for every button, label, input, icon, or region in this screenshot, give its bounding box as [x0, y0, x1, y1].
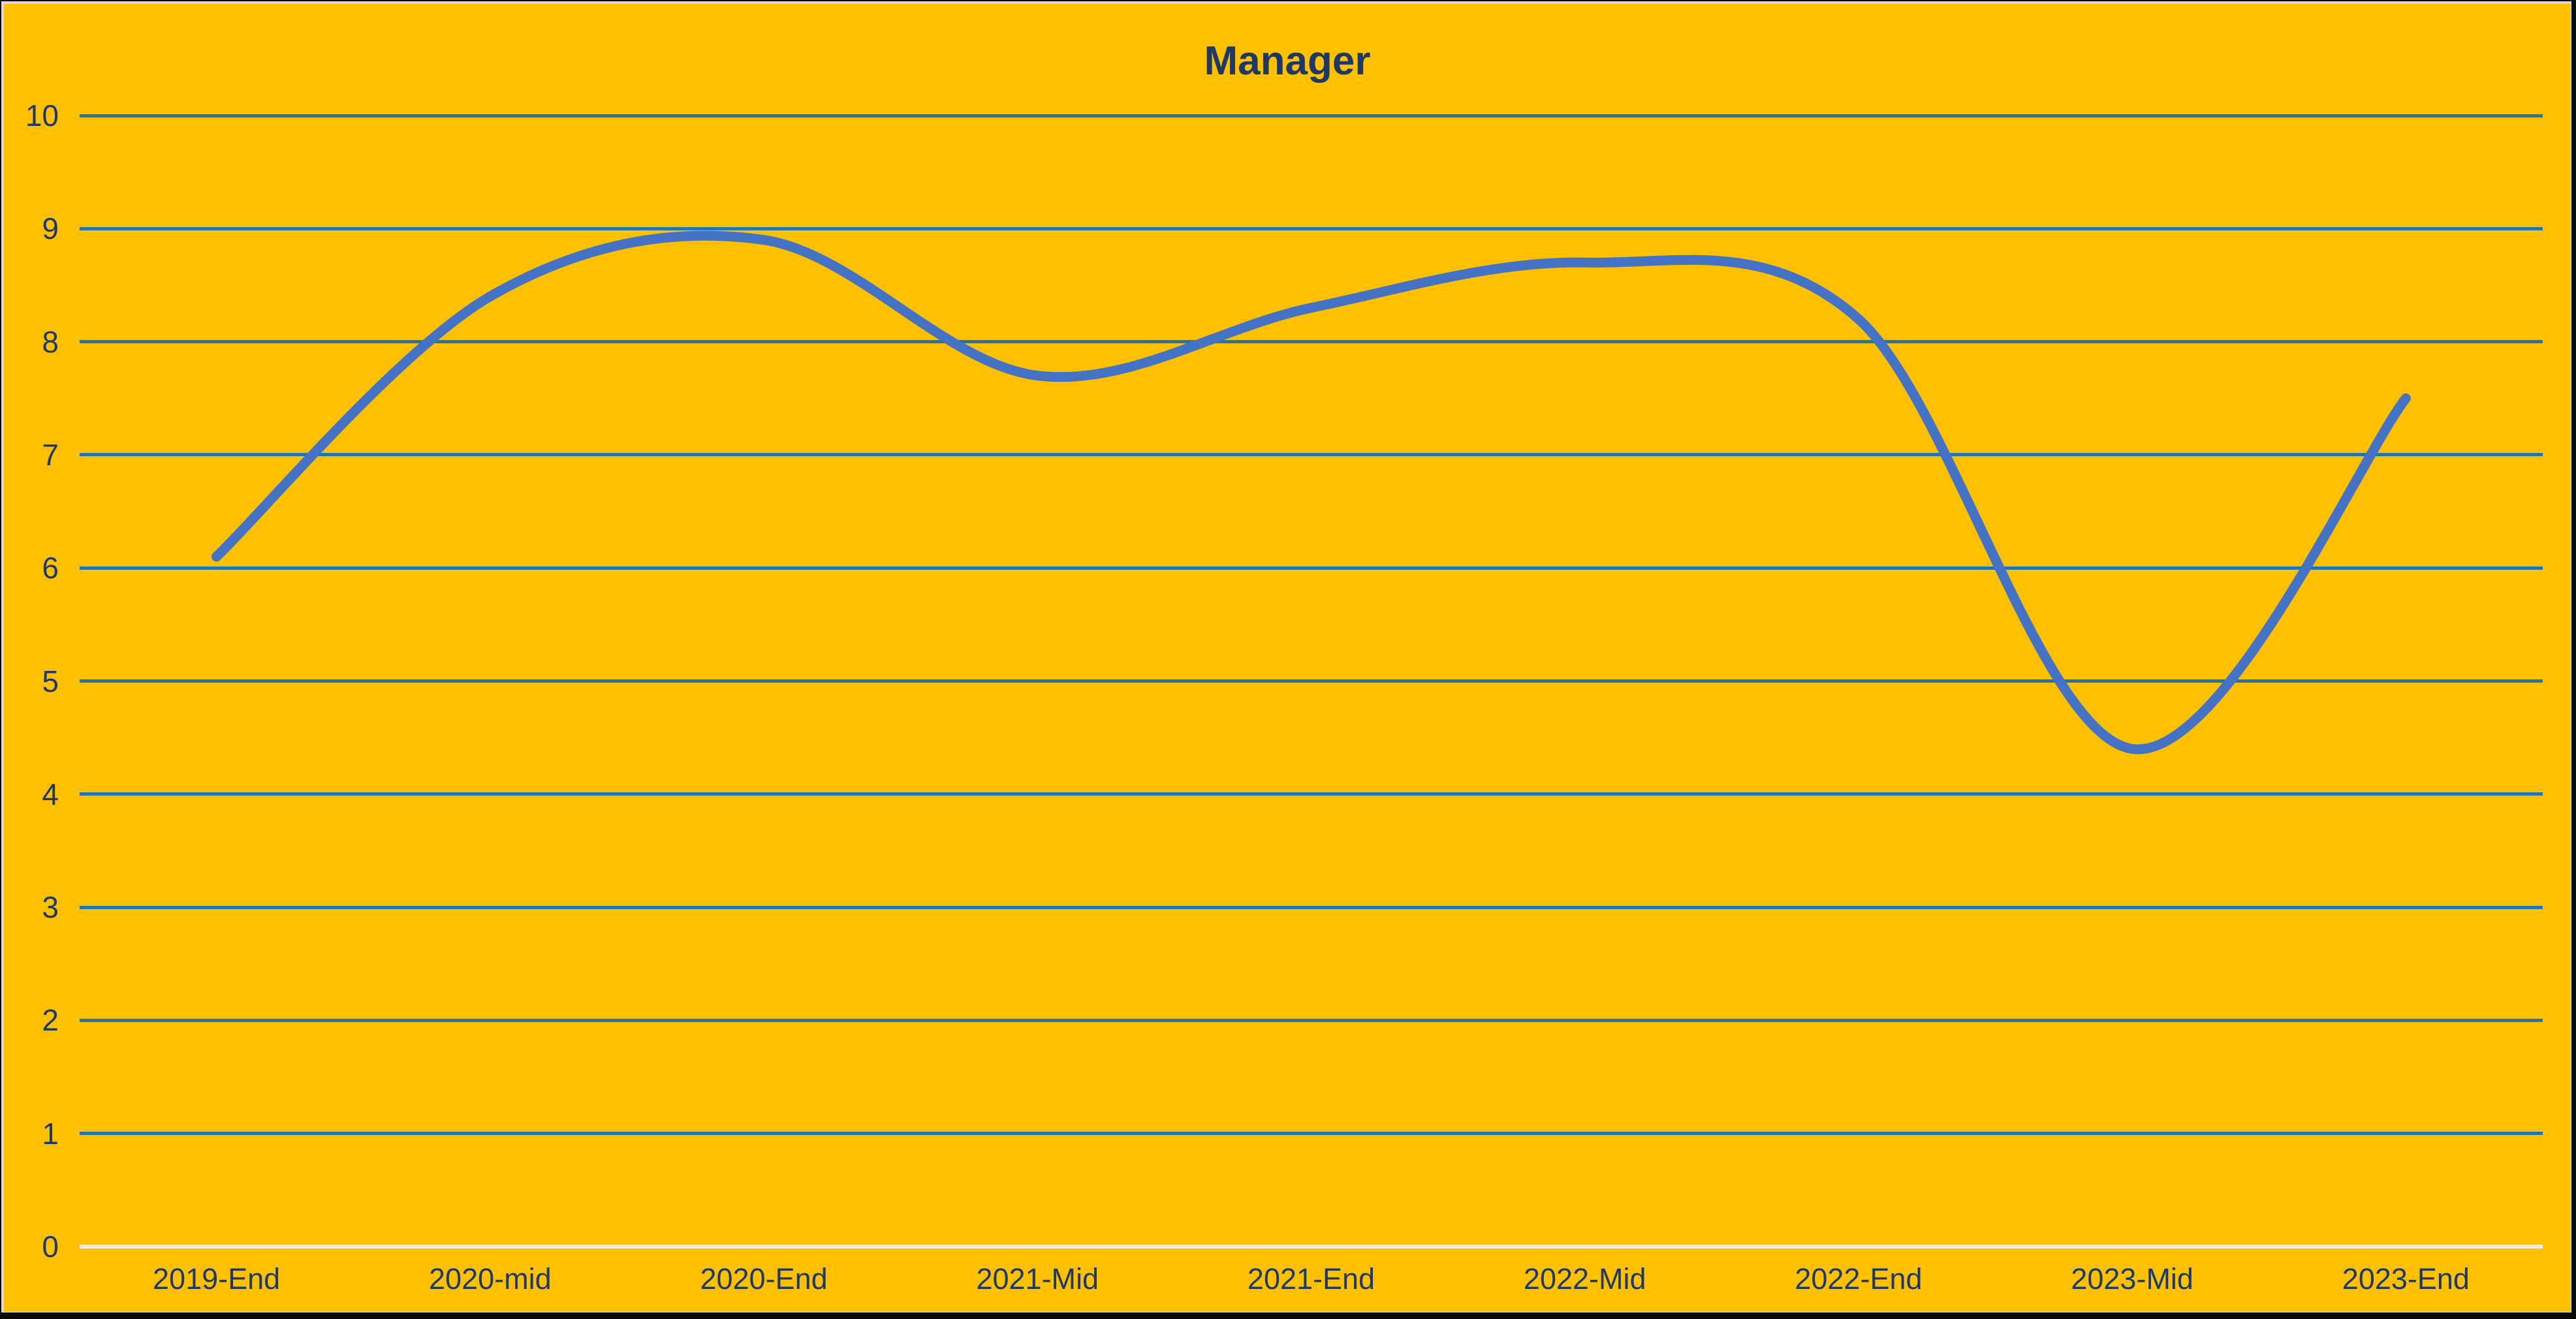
y-axis-tick-label: 10 — [25, 99, 59, 132]
x-axis-tick-label: 2020-End — [700, 1262, 828, 1296]
gridline-y-1 — [80, 1132, 2543, 1136]
gridline-y-7 — [80, 453, 2543, 457]
y-axis-tick-label: 8 — [42, 324, 59, 359]
x-axis-tick-label: 2022-End — [1795, 1262, 1923, 1296]
y-axis-tick-label: 7 — [42, 437, 59, 472]
x-axis-tick-label: 2022-Mid — [1523, 1262, 1646, 1296]
y-axis-tick-label: 9 — [42, 211, 59, 246]
manager-series-line — [212, 230, 2411, 754]
chart-title: Manager — [1204, 39, 1371, 84]
y-axis-tick-label: 4 — [42, 777, 59, 811]
gridline-y-3 — [80, 905, 2543, 909]
x-axis-tick-label: 2021-End — [1247, 1262, 1375, 1296]
gridline-y-10 — [80, 114, 2543, 117]
gridline-y-4 — [80, 792, 2543, 796]
category-axis-line — [80, 1245, 2543, 1249]
x-axis-tick-label: 2023-Mid — [2071, 1262, 2193, 1296]
line-series-layer — [212, 230, 2411, 754]
x-axis-tick-label: 2019-End — [153, 1262, 281, 1296]
gridline-y-2 — [80, 1018, 2543, 1022]
y-axis-tick-label: 3 — [42, 890, 59, 925]
x-axis-tick-label: 2021-Mid — [976, 1262, 1099, 1296]
y-axis-tick-label: 6 — [42, 551, 59, 585]
gridline-y-8 — [80, 340, 2543, 344]
x-axis-tick-label: 2020-mid — [429, 1262, 552, 1296]
x-axis-tick-label: 2023-End — [2342, 1262, 2470, 1296]
y-axis-tick-label: 1 — [42, 1116, 59, 1151]
y-axis-tick-label: 2 — [42, 1003, 59, 1038]
gridline-y-6 — [80, 566, 2543, 570]
gridline-y-5 — [80, 679, 2543, 683]
y-axis-tick-label: 5 — [42, 664, 59, 698]
gridline-y-9 — [80, 226, 2543, 230]
y-axis-tick-label: 0 — [42, 1230, 59, 1264]
